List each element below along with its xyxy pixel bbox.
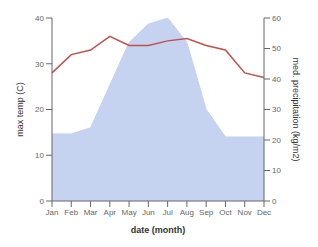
svg-text:10: 10 <box>272 166 281 175</box>
svg-text:20: 20 <box>35 105 44 114</box>
svg-text:Jan: Jan <box>46 208 59 217</box>
svg-text:date (month): date (month) <box>131 225 186 235</box>
svg-text:0: 0 <box>40 197 45 206</box>
svg-text:10: 10 <box>35 151 44 160</box>
svg-text:max temp (C): max temp (C) <box>15 82 25 137</box>
svg-text:30: 30 <box>35 60 44 69</box>
svg-text:med. precipitation (kg/m2): med. precipitation (kg/m2) <box>291 57 301 161</box>
svg-text:Dec: Dec <box>257 208 271 217</box>
svg-text:Feb: Feb <box>64 208 78 217</box>
svg-text:May: May <box>122 208 137 217</box>
svg-text:Oct: Oct <box>219 208 232 217</box>
svg-text:20: 20 <box>272 136 281 145</box>
svg-text:Aug: Aug <box>180 208 194 217</box>
svg-text:0: 0 <box>272 197 277 206</box>
svg-text:40: 40 <box>272 75 281 84</box>
svg-text:Apr: Apr <box>104 208 117 217</box>
svg-text:40: 40 <box>35 14 44 23</box>
svg-text:60: 60 <box>272 14 281 23</box>
svg-text:50: 50 <box>272 44 281 53</box>
svg-text:Jun: Jun <box>142 208 155 217</box>
svg-text:Nov: Nov <box>238 208 252 217</box>
svg-text:Jul: Jul <box>163 208 173 217</box>
svg-text:Mar: Mar <box>84 208 98 217</box>
svg-text:Sep: Sep <box>199 208 214 217</box>
svg-text:30: 30 <box>272 105 281 114</box>
